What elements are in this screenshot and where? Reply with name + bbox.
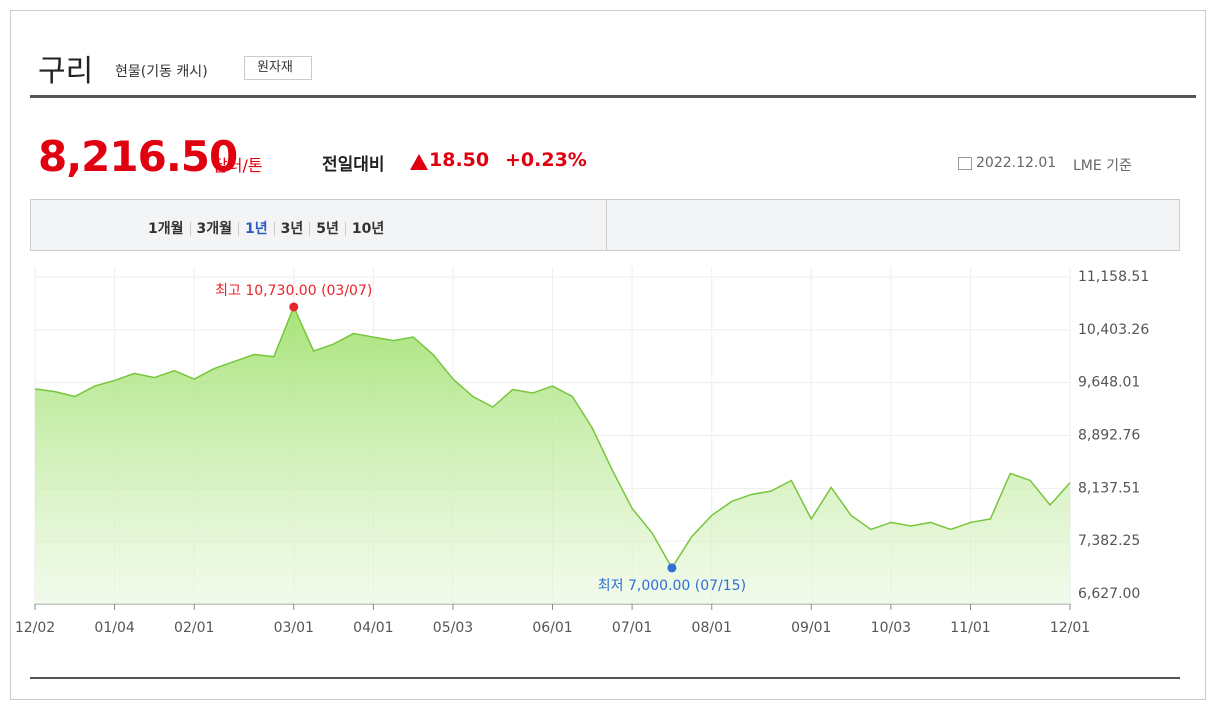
change-pct: +0.23% [505,149,587,171]
up-icon [410,154,428,170]
date: 2022.12.01 [976,155,1057,171]
tab-separator [606,200,607,250]
calendar-icon [958,157,972,170]
x-tick-label: 12/01 [1050,620,1090,636]
annotation: 최고 10,730.00 (03/07) [215,283,372,299]
y-tick-label: 8,892.76 [1078,427,1140,443]
change: 18.50 [429,149,490,171]
tabs: 1개월 3개월 1년 3년 5년 10년 [142,218,390,237]
low-point [667,563,677,573]
y-tick-label: 8,137.51 [1078,480,1140,496]
line [34,305,1071,570]
x-tick-label: 03/01 [274,620,314,636]
price-unit: 달러/톤 [213,156,263,175]
y-tick-label: 7,382.25 [1078,533,1140,549]
change-label: 전일대비 [322,155,385,175]
y-tick-label: 11,158.51 [1078,269,1149,285]
tab[interactable]: 10년 [344,222,390,236]
x-tick-label: 04/01 [353,620,393,636]
tab[interactable]: 1년 [238,222,274,236]
divider [30,95,1196,98]
y-tick-label: 6,627.00 [1078,586,1140,602]
x-tick-label: 12/02 [15,620,55,636]
tab[interactable]: 3개월 [189,222,239,236]
tab[interactable]: 1개월 [148,221,184,237]
price: 8,216.50 [38,132,238,181]
tab-bar [30,199,1180,251]
y-tick-label: 10,403.26 [1078,322,1149,338]
x-tick-label: 07/01 [612,620,652,636]
basis: LME 기준 [1073,158,1132,174]
bottom-divider [30,677,1180,679]
y-tick-label: 9,648.01 [1078,375,1140,391]
subtitle: 현물(기동 캐시) [115,64,208,80]
x-tick-label: 08/01 [692,620,732,636]
annotation: 최저 7,000.00 (07/15) [598,578,746,594]
tab[interactable]: 3년 [273,222,310,236]
tab[interactable]: 5년 [309,222,345,236]
category-button[interactable]: 원자재 [244,56,312,80]
x-tick-label: 11/01 [950,620,990,636]
frame [10,10,1206,700]
x-tick-label: 02/01 [174,620,214,636]
area [35,306,1070,604]
high-point [289,302,299,312]
title: 구리 [38,54,94,89]
x-tick-label: 09/01 [791,620,831,636]
button-label: 원자재 [257,60,293,75]
x-tick-label: 01/04 [94,620,134,636]
x-tick-label: 06/01 [532,620,572,636]
x-tick-label: 05/03 [433,620,473,636]
x-tick-label: 10/03 [871,620,911,636]
